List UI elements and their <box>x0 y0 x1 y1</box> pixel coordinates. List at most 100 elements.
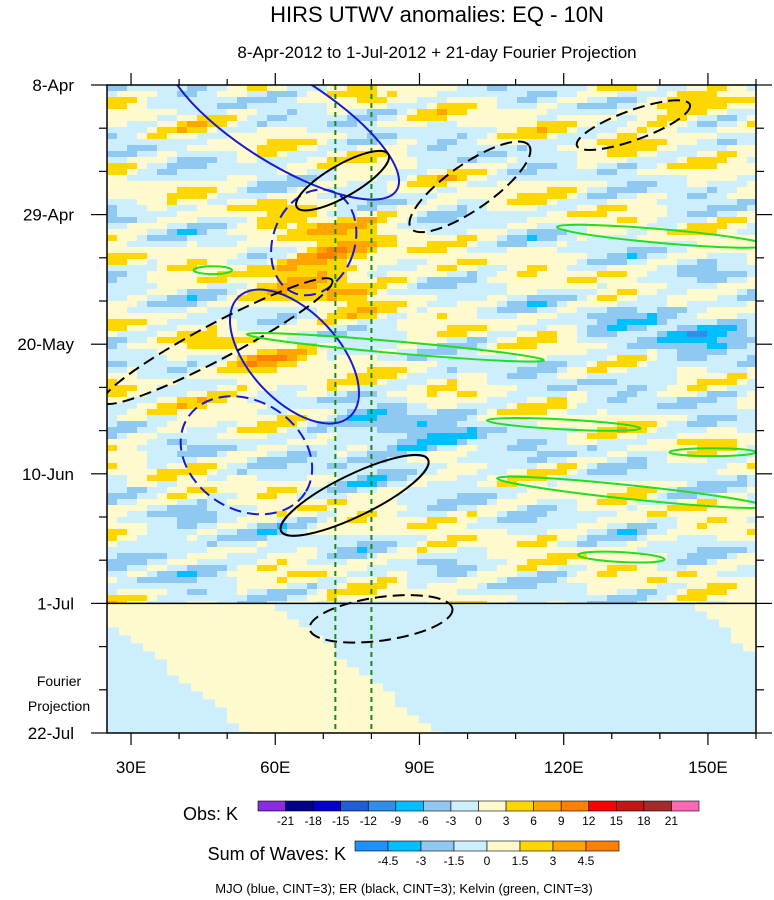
anomaly-cell <box>497 355 508 362</box>
anomaly-cell <box>297 193 308 200</box>
anomaly-cell <box>737 85 748 92</box>
anomaly-cell <box>197 217 208 224</box>
anomaly-cell <box>387 295 398 302</box>
anomaly-cell <box>667 505 678 512</box>
anomaly-cell <box>687 115 698 122</box>
anomaly-cell <box>397 367 408 374</box>
anomaly-cell <box>457 517 468 524</box>
anomaly-cell <box>297 505 308 512</box>
anomaly-cell <box>277 265 288 272</box>
anomaly-cell <box>397 541 408 548</box>
anomaly-cell <box>657 253 668 260</box>
anomaly-cell <box>597 175 608 182</box>
anomaly-cell <box>577 91 588 98</box>
anomaly-cell <box>467 169 478 176</box>
anomaly-cell <box>487 319 498 326</box>
anomaly-cell <box>747 223 756 230</box>
anomaly-cell <box>217 283 228 290</box>
anomaly-cell <box>577 541 588 548</box>
anomaly-cell <box>597 163 608 170</box>
anomaly-cell <box>287 109 298 116</box>
anomaly-cell <box>497 439 508 446</box>
anomaly-cell <box>187 241 198 248</box>
anomaly-cell <box>597 193 608 200</box>
anomaly-cell <box>337 457 348 464</box>
anomaly-cell <box>557 361 568 368</box>
anomaly-cell <box>467 451 478 458</box>
anomaly-cell <box>617 529 628 536</box>
anomaly-cell <box>467 469 478 476</box>
anomaly-cell <box>437 223 448 230</box>
anomaly-cell <box>317 211 328 218</box>
anomaly-cell <box>377 469 388 476</box>
anomaly-cell <box>447 163 458 170</box>
anomaly-cell <box>707 169 718 176</box>
anomaly-cell <box>107 151 118 158</box>
anomaly-cell <box>657 367 668 374</box>
anomaly-cell <box>537 277 548 284</box>
anomaly-cell <box>637 409 648 416</box>
anomaly-cell <box>527 97 538 104</box>
anomaly-cell <box>207 127 218 134</box>
anomaly-cell <box>427 463 438 470</box>
anomaly-cell <box>247 229 258 236</box>
anomaly-cell <box>657 139 668 146</box>
anomaly-cell <box>707 223 718 230</box>
anomaly-cell <box>697 307 708 314</box>
anomaly-cell <box>627 415 638 422</box>
anomaly-cell <box>737 259 748 266</box>
anomaly-cell <box>577 499 588 506</box>
anomaly-cell <box>197 397 208 404</box>
anomaly-cell <box>417 223 428 230</box>
anomaly-cell <box>707 151 718 158</box>
anomaly-cell <box>187 181 198 188</box>
anomaly-cell <box>247 469 258 476</box>
anomaly-cell <box>197 367 208 374</box>
anomaly-cell <box>537 265 548 272</box>
anomaly-cell <box>197 439 208 446</box>
anomaly-cell <box>467 145 478 152</box>
anomaly-cell <box>647 163 658 170</box>
anomaly-cell <box>307 115 318 122</box>
anomaly-cell <box>187 235 198 242</box>
anomaly-cell <box>637 283 648 290</box>
anomaly-cell <box>317 265 328 272</box>
anomaly-cell <box>717 505 728 512</box>
anomaly-cell <box>637 397 648 404</box>
anomaly-cell <box>417 91 428 98</box>
anomaly-cell <box>307 445 318 452</box>
anomaly-cell <box>487 493 498 500</box>
anomaly-cell <box>397 457 408 464</box>
anomaly-cell <box>417 523 428 530</box>
anomaly-cell <box>687 121 698 128</box>
anomaly-cell <box>557 379 568 386</box>
anomaly-cell <box>717 253 728 260</box>
anomaly-cell <box>717 91 728 98</box>
anomaly-cell <box>527 241 538 248</box>
anomaly-cell <box>447 505 458 512</box>
anomaly-cell <box>657 535 668 542</box>
anomaly-cell <box>257 331 268 338</box>
anomaly-cell <box>157 433 168 440</box>
anomaly-cell <box>407 475 418 482</box>
anomaly-cell <box>447 145 458 152</box>
chart-subtitle: 8-Apr-2012 to 1-Jul-2012 + 21-day Fourie… <box>237 43 636 62</box>
anomaly-cell <box>127 493 138 500</box>
anomaly-cell <box>507 145 518 152</box>
anomaly-cell <box>397 493 408 500</box>
anomaly-cell <box>147 331 158 338</box>
anomaly-cell <box>447 469 458 476</box>
anomaly-cell <box>487 157 498 164</box>
anomaly-cell <box>127 349 138 356</box>
anomaly-cell <box>137 133 148 140</box>
anomaly-cell <box>597 367 608 374</box>
anomaly-cell <box>407 505 418 512</box>
anomaly-cell <box>507 193 518 200</box>
anomaly-cell <box>257 295 268 302</box>
anomaly-cell <box>257 127 268 134</box>
anomaly-cell <box>567 295 578 302</box>
anomaly-cell <box>627 247 638 254</box>
anomaly-cell <box>567 157 578 164</box>
anomaly-cell <box>597 241 608 248</box>
anomaly-cell <box>177 241 188 248</box>
